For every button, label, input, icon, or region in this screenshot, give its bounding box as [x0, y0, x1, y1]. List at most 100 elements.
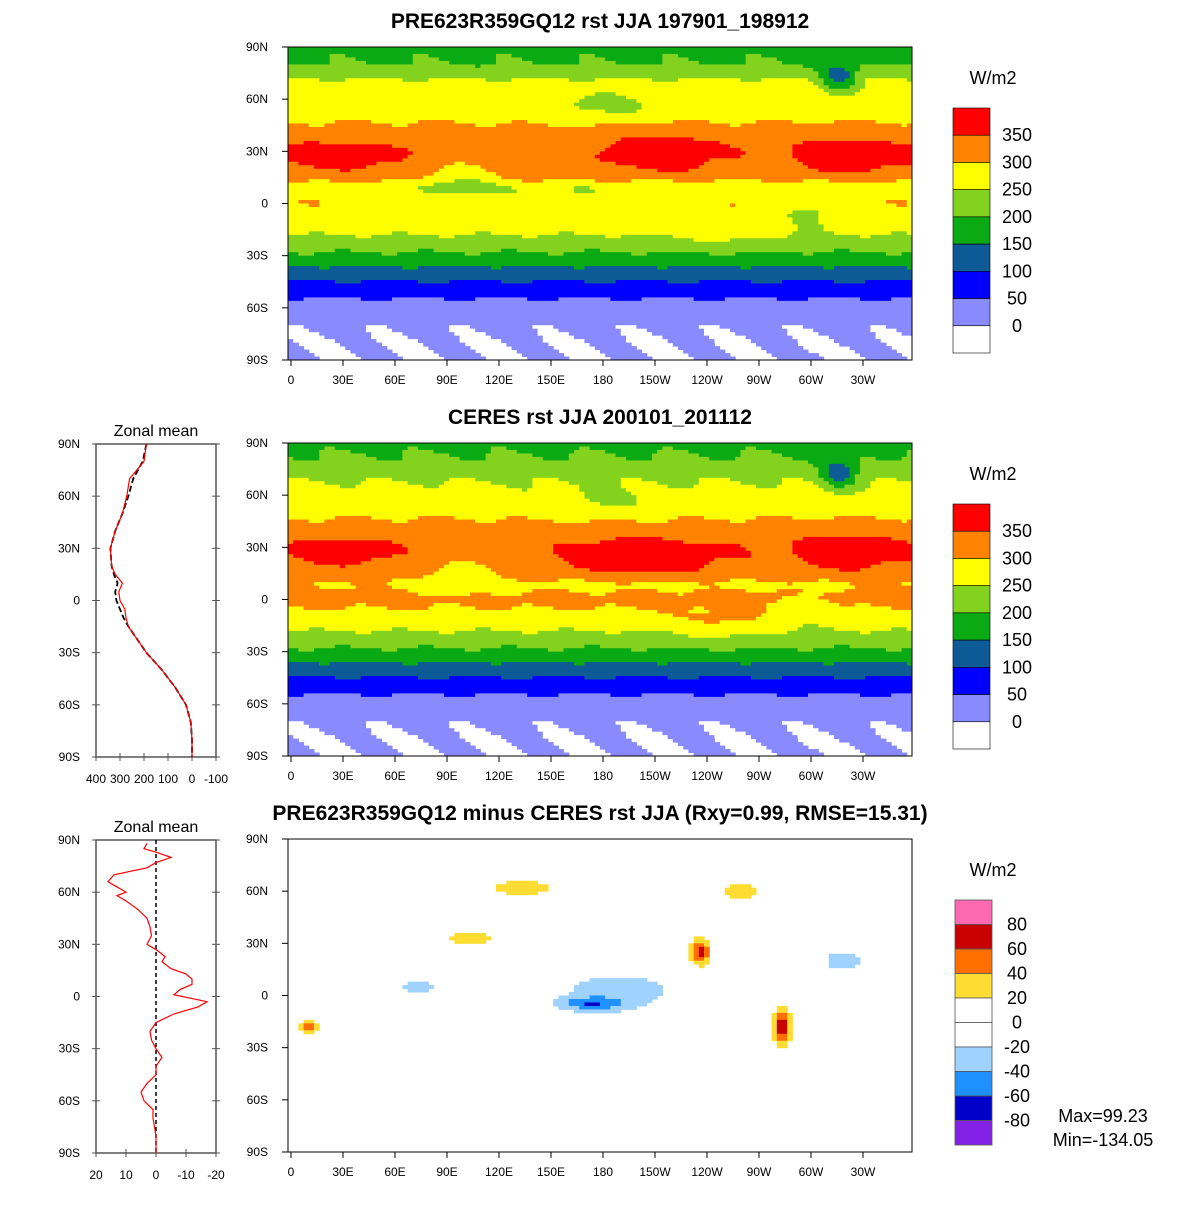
colorbar-box	[954, 899, 993, 925]
map-cell	[828, 467, 851, 472]
map-cell	[818, 85, 830, 90]
map-cell	[288, 140, 305, 145]
map-cell	[672, 342, 715, 347]
map-cell	[475, 231, 492, 236]
map-cell	[350, 644, 419, 649]
map-cell	[698, 477, 731, 482]
map-cell	[776, 1030, 788, 1035]
map-cell	[293, 339, 336, 344]
map-cell	[288, 293, 913, 298]
map-cell	[771, 1019, 778, 1024]
map-cell	[454, 939, 487, 944]
map-cell	[776, 589, 804, 594]
map-cell	[288, 554, 294, 559]
map-cell	[745, 151, 793, 156]
map-cell	[626, 339, 669, 344]
map-cell	[288, 578, 393, 583]
colorbar-box	[952, 271, 991, 299]
map-cell	[501, 248, 518, 253]
map-cell	[828, 957, 861, 962]
map-cell	[886, 200, 908, 204]
map-cell	[818, 596, 913, 600]
map-cell	[605, 234, 622, 239]
map-cell	[886, 325, 913, 330]
map-cell	[662, 53, 679, 58]
map-cell	[626, 488, 825, 493]
map-cell	[319, 453, 367, 458]
map-cell	[891, 140, 913, 145]
map-cell	[860, 630, 871, 635]
map-cell	[459, 456, 487, 461]
map-cell	[444, 297, 476, 302]
map-cell	[792, 120, 835, 125]
map-cell	[418, 248, 435, 253]
map-cell	[288, 328, 310, 333]
map-cell	[875, 120, 913, 125]
map-cell	[407, 627, 476, 632]
map-cell	[402, 449, 435, 454]
map-cell	[730, 477, 783, 482]
map-cell	[444, 481, 492, 486]
map-cell	[600, 349, 643, 354]
map-cell	[288, 474, 819, 479]
colorbar-label: 100	[1002, 261, 1032, 281]
map-cell	[854, 602, 871, 607]
map-cell	[558, 995, 591, 1000]
map-cell	[449, 60, 497, 65]
map-cell	[288, 703, 913, 708]
map-cell	[288, 74, 819, 79]
map-cell	[574, 662, 585, 667]
map-cell	[485, 78, 513, 83]
map-cell	[475, 693, 528, 698]
map-cell	[906, 662, 913, 667]
map-cell	[548, 648, 565, 653]
map-cell	[288, 456, 294, 461]
map-cell	[288, 575, 424, 580]
map-cell	[709, 731, 747, 736]
map-cell	[288, 512, 913, 517]
map-cell	[381, 648, 398, 653]
map-cell	[901, 332, 913, 337]
map-cell	[423, 175, 502, 180]
map-cell	[740, 78, 762, 83]
map-cell	[574, 335, 627, 340]
map-cell	[537, 728, 570, 733]
map-cell	[433, 745, 476, 750]
map-cell	[288, 186, 419, 191]
map-cell	[854, 585, 913, 590]
map-cell	[584, 578, 731, 583]
map-cell	[288, 106, 580, 111]
map-cell	[584, 676, 617, 680]
map-cell	[698, 60, 747, 65]
panel1-title: PRE623R359GQ12 rst JJA 197901_198912	[391, 10, 809, 33]
map-cell	[579, 981, 658, 986]
map-cell	[288, 353, 315, 358]
zonal2-title: Zonal mean	[114, 819, 199, 836]
map-cell	[745, 53, 762, 58]
map-cell	[444, 356, 487, 361]
map-cell	[568, 998, 622, 1003]
map-cell	[787, 1026, 793, 1031]
map-cell	[340, 738, 383, 743]
map-cell	[516, 349, 559, 354]
map-cell	[537, 234, 606, 239]
map-cell	[860, 234, 871, 239]
map-cell	[756, 342, 799, 347]
map-cell	[366, 328, 393, 333]
map-cell	[787, 1033, 793, 1038]
map-cell	[454, 332, 487, 337]
map-cell	[496, 884, 549, 889]
map-cell	[288, 158, 403, 163]
map-cell	[584, 1002, 601, 1007]
map-cell	[288, 616, 689, 621]
map-cell	[823, 266, 835, 271]
map-cell	[854, 71, 913, 76]
map-cell	[288, 280, 336, 284]
map-cell	[288, 470, 819, 475]
map-cell	[730, 578, 757, 583]
map-cell	[350, 248, 419, 253]
zonal-lat-label: 60S	[59, 698, 80, 712]
map-cell	[444, 752, 487, 757]
map-cell	[558, 578, 585, 583]
map-cell	[288, 88, 825, 93]
